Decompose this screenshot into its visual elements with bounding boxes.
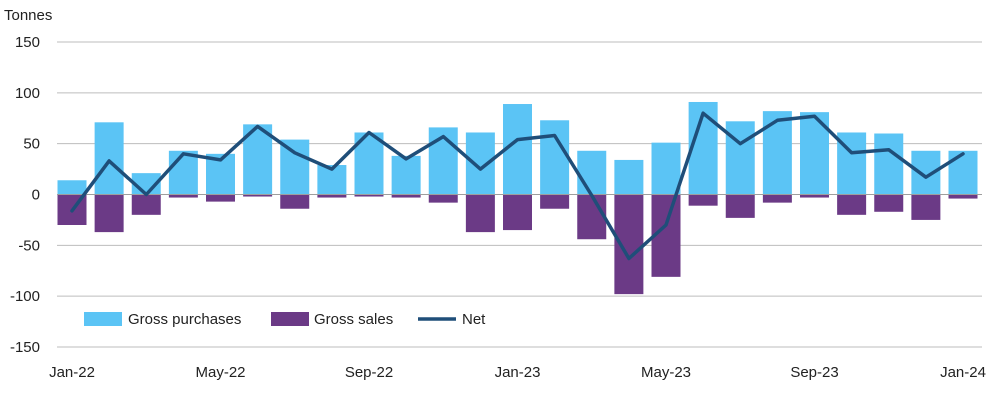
bar-gross-purchases	[948, 150, 978, 195]
y-tick-label: -100	[10, 288, 40, 305]
legend-label-net: Net	[462, 311, 486, 328]
bar-gross-purchases	[391, 155, 421, 195]
legend-swatch-gross-sales	[271, 312, 309, 326]
bar-gross-purchases	[614, 159, 644, 195]
x-tick-label: Sep-23	[790, 364, 838, 381]
bar-gross-sales	[688, 194, 718, 206]
bar-gross-sales	[762, 194, 792, 203]
bar-gross-sales	[391, 194, 421, 198]
bar-gross-sales	[206, 194, 235, 202]
bar-gross-sales	[280, 194, 310, 209]
x-tick-label: Jan-24	[940, 364, 986, 381]
bar-gross-sales	[577, 194, 607, 240]
legend-label-gross-purchases: Gross purchases	[128, 311, 241, 328]
y-tick-label: 150	[15, 34, 40, 51]
y-tick-label: -50	[18, 237, 40, 254]
bar-gross-sales	[874, 194, 904, 212]
x-tick-label: May-22	[195, 364, 245, 381]
x-tick-label: Jan-23	[495, 364, 541, 381]
y-tick-label: 100	[15, 85, 40, 102]
bar-gross-purchases	[540, 120, 570, 195]
net-line-layer	[70, 111, 965, 261]
bar-gross-purchases	[725, 121, 755, 195]
y-tick-label: -150	[10, 339, 40, 356]
bar-gross-sales	[465, 194, 495, 233]
x-tick-label: May-23	[641, 364, 691, 381]
bar-gross-sales	[317, 194, 347, 198]
bar-gross-sales	[94, 194, 124, 233]
bar-gross-sales	[503, 194, 532, 231]
bar-gross-sales	[948, 194, 978, 199]
bar-gross-purchases	[168, 150, 198, 195]
bar-gross-purchases	[57, 180, 87, 195]
bar-gross-purchases	[94, 122, 124, 195]
bar-gross-sales	[354, 194, 384, 197]
bar-gross-sales	[837, 194, 867, 215]
bar-gross-sales	[725, 194, 755, 218]
bar-gross-sales	[540, 194, 570, 209]
y-tick-label: 50	[23, 136, 40, 153]
bar-gross-sales	[243, 194, 273, 197]
bar-gross-purchases	[577, 150, 607, 195]
bars	[57, 101, 982, 295]
bar-gross-sales	[428, 194, 458, 203]
bar-gross-purchases	[762, 111, 792, 195]
y-axis-unit-label: Tonnes	[4, 7, 52, 24]
y-tick-label: 0	[32, 187, 40, 204]
legend-label-gross-sales: Gross sales	[314, 311, 393, 328]
bar-gross-purchases	[874, 133, 904, 195]
bar-gross-sales	[131, 194, 161, 215]
x-tick-label: Jan-22	[49, 364, 95, 381]
bar-gross-purchases	[280, 139, 310, 195]
legend-swatch-gross-purchases	[84, 312, 122, 326]
bar-gross-sales	[911, 194, 941, 220]
bar-gross-sales	[800, 194, 829, 198]
bar-gross-purchases	[465, 132, 495, 195]
bar-gross-purchases	[651, 142, 681, 195]
net-line	[70, 111, 965, 261]
bar-gross-sales	[168, 194, 198, 198]
y-axis-ticks: 150 100 50 0 -50 -100 -150	[10, 34, 40, 356]
x-tick-label: Sep-22	[345, 364, 393, 381]
x-axis-ticks: Jan-22 May-22 Sep-22 Jan-23 May-23 Sep-23 Jan-…	[49, 364, 986, 381]
legend: Gross purchases Gross sales Net	[84, 311, 486, 328]
